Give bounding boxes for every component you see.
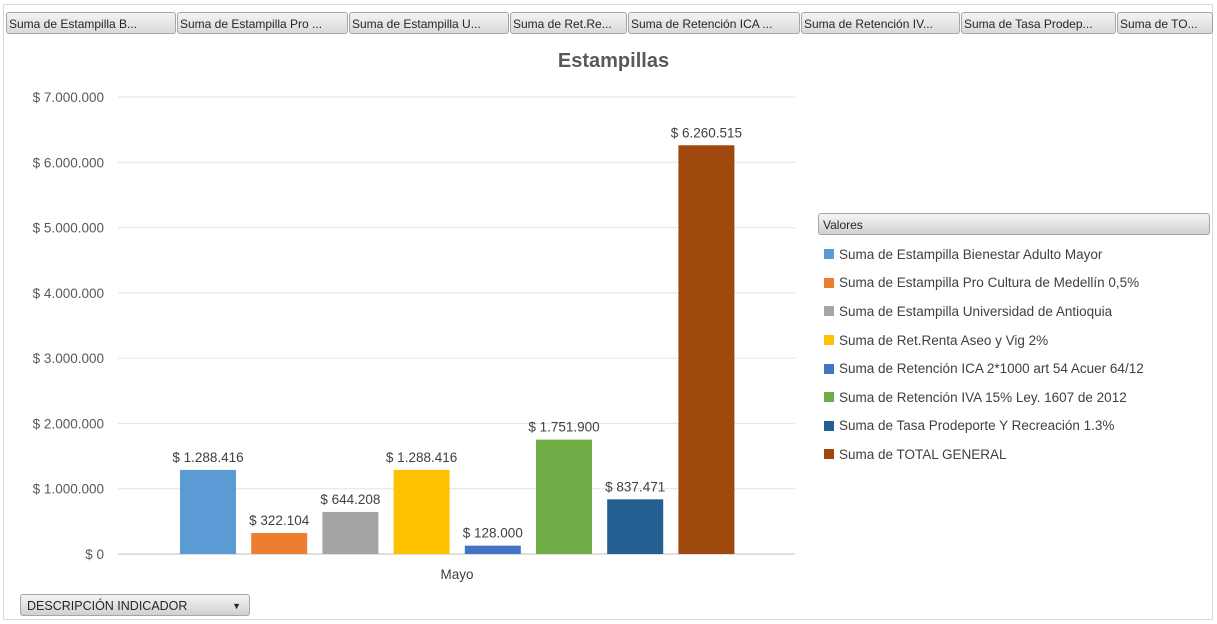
- field-button-1[interactable]: Suma de Estampilla B...: [6, 12, 176, 34]
- data-label: $ 1.288.416: [172, 450, 243, 465]
- field-button-7[interactable]: Suma de Tasa Prodep...: [961, 12, 1116, 34]
- bar: [464, 545, 521, 554]
- bar: [607, 499, 664, 554]
- y-tick-label: $ 4.000.000: [33, 286, 104, 301]
- legend-label: Suma de Retención IVA 15% Ley. 1607 de 2…: [839, 389, 1127, 405]
- legend-label: Suma de TOTAL GENERAL: [839, 446, 1007, 462]
- y-tick-label: $ 7.000.000: [33, 90, 104, 105]
- dropdown-label: DESCRIPCIÓN INDICADOR: [27, 599, 188, 613]
- data-label: $ 6.260.515: [671, 125, 742, 140]
- y-tick-label: $ 3.000.000: [33, 351, 104, 366]
- legend-label: Suma de Tasa Prodeporte Y Recreación 1.3…: [839, 418, 1115, 434]
- field-button-2[interactable]: Suma de Estampilla Pro ...: [177, 12, 348, 34]
- bar: [393, 469, 450, 554]
- legend-label: Suma de Ret.Renta Aseo y Vig 2%: [839, 332, 1049, 348]
- y-tick-label: $ 5.000.000: [33, 221, 104, 236]
- legend-label: Suma de Estampilla Bienestar Adulto Mayo…: [839, 246, 1103, 262]
- field-buttons-bar: Suma de Estampilla B... Suma de Estampill…: [6, 12, 1214, 36]
- y-tick-label: $ 6.000.000: [33, 155, 104, 170]
- bar: [251, 532, 308, 554]
- field-button-8[interactable]: Suma de TO...: [1117, 12, 1213, 34]
- data-label: $ 322.104: [249, 513, 310, 528]
- data-label: $ 128.000: [463, 526, 523, 541]
- legend-label: Suma de Estampilla Universidad de Antioq…: [839, 303, 1113, 319]
- legend-item[interactable]: Suma de TOTAL GENERAL: [824, 440, 1144, 469]
- legend-swatch: [824, 249, 834, 260]
- bar: [536, 439, 592, 554]
- field-button-6[interactable]: Suma de Retención IV...: [801, 12, 960, 34]
- legend-header[interactable]: Valores: [818, 213, 1210, 235]
- field-button-3[interactable]: Suma de Estampilla U...: [349, 12, 509, 34]
- bar: [322, 511, 379, 554]
- data-label: $ 644.208: [320, 492, 380, 507]
- legend-item[interactable]: Suma de Estampilla Universidad de Antioq…: [824, 297, 1144, 326]
- legend-label: Suma de Retención ICA 2*1000 art 54 Acue…: [839, 361, 1144, 377]
- legend-label: Suma de Estampilla Pro Cultura de Medell…: [839, 275, 1140, 291]
- descripcion-indicador-dropdown[interactable]: DESCRIPCIÓN INDICADOR ▼: [20, 594, 250, 616]
- data-label: $ 1.288.416: [386, 450, 457, 465]
- legend-item[interactable]: Suma de Retención ICA 2*1000 art 54 Acue…: [824, 354, 1144, 383]
- legend-item[interactable]: Suma de Estampilla Bienestar Adulto Mayo…: [824, 240, 1144, 269]
- data-label: $ 1.751.900: [528, 420, 599, 435]
- legend-swatch: [824, 335, 834, 346]
- legend-item[interactable]: Suma de Ret.Renta Aseo y Vig 2%: [824, 326, 1144, 355]
- bar: [678, 145, 735, 554]
- x-category-label: Mayo: [440, 567, 473, 582]
- data-label: $ 837.471: [605, 479, 665, 494]
- legend-swatch: [824, 306, 834, 317]
- legend-swatch: [824, 392, 834, 403]
- bar: [180, 469, 236, 554]
- legend-swatch: [824, 363, 834, 374]
- field-button-4[interactable]: Suma de Ret.Re...: [510, 12, 627, 34]
- chart-title: Estampillas: [557, 50, 670, 72]
- legend-item[interactable]: Suma de Tasa Prodeporte Y Recreación 1.3…: [824, 412, 1144, 441]
- y-tick-label: $ 0: [85, 547, 104, 562]
- field-button-5[interactable]: Suma de Retención ICA ...: [628, 12, 800, 34]
- y-tick-label: $ 2.000.000: [33, 416, 104, 431]
- legend-swatch: [824, 277, 834, 288]
- legend: Suma de Estampilla Bienestar Adulto Mayo…: [824, 240, 1144, 469]
- legend-item[interactable]: Suma de Retención IVA 15% Ley. 1607 de 2…: [824, 383, 1144, 412]
- legend-item[interactable]: Suma de Estampilla Pro Cultura de Medell…: [824, 269, 1144, 298]
- y-tick-label: $ 1.000.000: [33, 482, 104, 497]
- legend-swatch: [824, 420, 834, 431]
- chevron-down-icon: ▼: [232, 601, 241, 611]
- legend-swatch: [824, 449, 834, 460]
